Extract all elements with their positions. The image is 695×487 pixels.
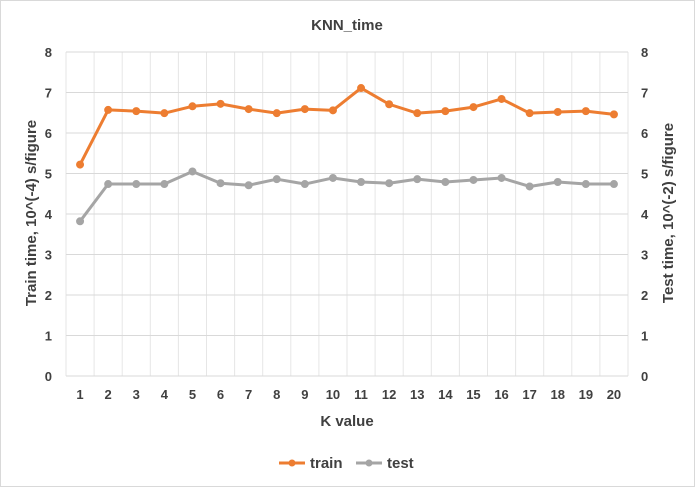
data-point-test (104, 180, 113, 189)
x-tick-label: 5 (189, 387, 196, 402)
series-line-test (78, 169, 614, 223)
data-point-test (525, 182, 534, 191)
right-y-tick-label: 3 (641, 248, 648, 263)
right-y-tick-label: 5 (641, 167, 648, 182)
legend-marker-test (365, 459, 373, 467)
data-point-train (525, 109, 534, 118)
x-axis: 1 2 3 4 5 6 7 8 9 10 11 12 13 14 15 16 17 18 19 20 (76, 387, 621, 402)
x-tick-label: 10 (326, 387, 340, 402)
data-point-test (497, 173, 506, 182)
data-point-test (160, 180, 169, 189)
data-point-test (216, 179, 225, 188)
x-tick-label: 8 (273, 387, 280, 402)
legend-item-train: train (279, 455, 343, 472)
data-point-train (104, 105, 113, 114)
data-point-test (132, 180, 141, 189)
data-point-test (328, 173, 337, 182)
series-train (76, 84, 618, 169)
data-point-test (469, 175, 478, 184)
x-tick-label: 11 (354, 387, 368, 402)
series-line-train (78, 86, 615, 166)
x-tick-label: 17 (522, 387, 536, 402)
x-tick-label: 18 (551, 387, 565, 402)
right-y-tick-label: 7 (641, 86, 648, 101)
left-y-tick-label: 0 (45, 369, 52, 384)
gridlines (65, 51, 629, 377)
x-tick-label: 14 (438, 387, 453, 402)
left-y-tick-label: 5 (45, 167, 52, 182)
right-y-tick-label: 2 (641, 288, 648, 303)
right-y-tick-label: 4 (641, 207, 649, 222)
right-y-tick-label: 0 (641, 369, 648, 384)
legend-marker-train (288, 459, 296, 467)
data-point-train (160, 109, 169, 118)
x-tick-label: 9 (301, 387, 308, 402)
data-point-train (469, 103, 478, 112)
data-point-test (188, 167, 197, 176)
right-y-tick-label: 1 (641, 329, 648, 344)
data-point-train (132, 107, 141, 116)
x-tick-label: 3 (133, 387, 140, 402)
data-point-train (216, 99, 225, 108)
data-point-train (300, 105, 309, 114)
data-point-test (581, 180, 590, 189)
data-point-test (300, 180, 309, 189)
data-point-test (385, 179, 394, 188)
data-point-train (76, 160, 85, 169)
data-point-train (553, 107, 562, 116)
x-tick-label: 2 (105, 387, 112, 402)
data-point-test (553, 178, 562, 187)
x-axis-title: K value (320, 413, 373, 430)
x-tick-label: 15 (466, 387, 480, 402)
left-y-tick-label: 7 (45, 86, 52, 101)
data-point-train (497, 94, 506, 103)
x-tick-label: 6 (217, 387, 224, 402)
right-y-axis-title: Test time, 10^(-2) s/figure (660, 123, 677, 303)
chart-title: KNN_time (311, 17, 383, 34)
left-y-tick-label: 8 (45, 45, 52, 60)
data-point-train (413, 109, 422, 118)
data-point-test (413, 175, 422, 184)
left-y-tick-label: 4 (45, 207, 53, 222)
right-y-axis: 0 1 2 3 4 5 6 7 8 (641, 45, 649, 384)
legend-label-test: test (387, 455, 414, 472)
left-y-axis: 0 1 2 3 4 5 6 7 8 (45, 45, 53, 384)
x-tick-label: 7 (245, 387, 252, 402)
legend: train test (279, 455, 414, 472)
legend-item-test: test (356, 455, 414, 472)
data-point-test (357, 178, 366, 187)
x-tick-label: 19 (579, 387, 593, 402)
data-point-test (441, 178, 450, 187)
left-y-tick-label: 3 (45, 248, 52, 263)
legend-label-train: train (310, 455, 343, 472)
left-y-axis-title: Train time, 10^(-4) s/figure (23, 120, 40, 306)
x-tick-label: 12 (382, 387, 396, 402)
right-y-tick-label: 6 (641, 126, 648, 141)
data-point-test (244, 181, 253, 190)
data-point-train (244, 105, 253, 114)
left-y-tick-label: 2 (45, 288, 52, 303)
series-layer (76, 84, 618, 226)
data-point-train (609, 110, 618, 119)
data-point-train (581, 107, 590, 116)
data-point-train (272, 109, 281, 118)
data-point-train (328, 106, 337, 115)
x-tick-label: 20 (607, 387, 621, 402)
left-y-tick-label: 6 (45, 126, 52, 141)
data-point-train (357, 84, 366, 93)
x-tick-label: 1 (76, 387, 83, 402)
x-tick-label: 16 (494, 387, 508, 402)
data-point-train (385, 100, 394, 109)
data-point-train (441, 107, 450, 116)
data-point-test (609, 180, 618, 189)
left-y-tick-label: 1 (45, 329, 52, 344)
data-point-test (272, 175, 281, 184)
x-tick-label: 13 (410, 387, 424, 402)
data-point-train (188, 102, 197, 111)
x-tick-label: 4 (161, 387, 169, 402)
right-y-tick-label: 8 (641, 45, 648, 60)
data-point-test (76, 217, 85, 226)
series-test (76, 167, 618, 226)
